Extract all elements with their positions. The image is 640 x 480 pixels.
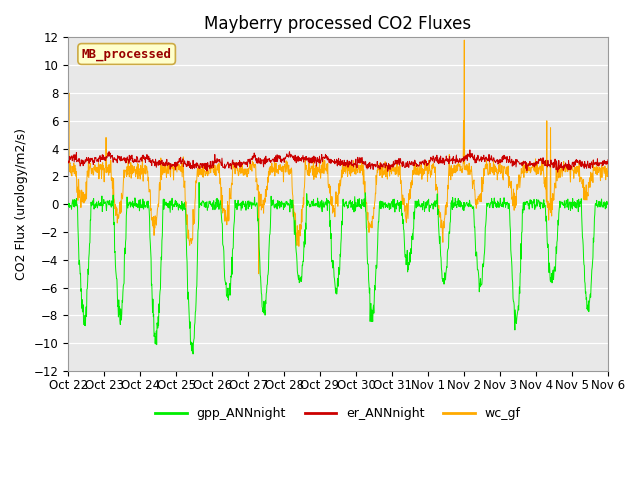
Title: Mayberry processed CO2 Fluxes: Mayberry processed CO2 Fluxes bbox=[205, 15, 472, 33]
Legend: gpp_ANNnight, er_ANNnight, wc_gf: gpp_ANNnight, er_ANNnight, wc_gf bbox=[150, 402, 525, 425]
Y-axis label: CO2 Flux (urology/m2/s): CO2 Flux (urology/m2/s) bbox=[15, 128, 28, 280]
Text: MB_processed: MB_processed bbox=[82, 48, 172, 60]
